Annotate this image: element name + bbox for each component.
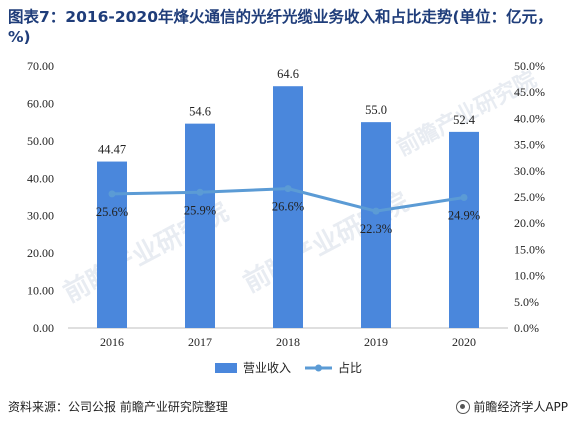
right-y-tick-label: 0.0% (514, 321, 539, 335)
x-tick-label: 2017 (188, 335, 212, 349)
bar-value-label: 64.6 (277, 67, 299, 81)
x-tick-label: 2018 (276, 335, 300, 349)
bar (273, 86, 303, 328)
legend-line-marker (315, 364, 322, 372)
line-series: 25.6% 25.9% 26.6% 22.3% 24.9% (96, 185, 480, 236)
bar (449, 131, 479, 328)
left-y-tick-label: 60.00 (27, 96, 54, 110)
line-value-label: 24.9% (448, 209, 480, 223)
line-value-label: 26.6% (272, 200, 304, 214)
brand-text: 前瞻经济学人APP (473, 400, 568, 414)
chart-title: 图表7：2016-2020年烽火通信的光纤光缆业务收入和占比走势(单位：亿元，%… (8, 8, 553, 46)
x-axis-ticks: 2016 2017 2018 2019 2020 (100, 335, 476, 349)
bar-value-label: 44.47 (98, 143, 126, 157)
right-y-tick-label: 10.0% (514, 269, 545, 283)
right-y-tick-label: 15.0% (514, 242, 545, 256)
x-tick-label: 2020 (452, 335, 476, 349)
left-y-tick-label: 70.00 (27, 59, 54, 73)
line-point (196, 188, 204, 196)
left-y-tick-label: 0.00 (33, 321, 54, 335)
right-y-tick-label: 35.0% (514, 138, 545, 152)
legend-bar-swatch (215, 363, 237, 373)
line-point (284, 185, 292, 193)
line-value-label: 25.9% (184, 203, 216, 217)
line-value-label: 22.3% (360, 222, 392, 236)
right-y-tick-label: 5.0% (514, 295, 539, 309)
right-y-tick-label: 25.0% (514, 190, 545, 204)
bar (361, 122, 391, 329)
legend-line-label: 占比 (338, 360, 362, 375)
source-note: 资料来源：公司公报 前瞻产业研究院整理 (8, 400, 228, 414)
x-tick-label: 2019 (364, 335, 388, 349)
legend-bar-label: 营业收入 (243, 361, 291, 375)
bar (185, 123, 215, 328)
x-tick-label: 2016 (100, 335, 124, 349)
bar-value-label: 54.6 (189, 105, 211, 119)
left-y-tick-label: 40.00 (27, 171, 54, 185)
line-point (108, 190, 116, 198)
left-y-tick-label: 20.00 (27, 246, 54, 260)
right-y-tick-label: 20.0% (514, 216, 545, 230)
left-y-tick-label: 10.00 (27, 284, 54, 298)
line-point (460, 194, 468, 202)
brand-logo-icon (456, 399, 471, 414)
line-point (372, 207, 380, 215)
right-y-tick-label: 40.0% (514, 111, 545, 125)
legend: 营业收入 占比 (215, 360, 362, 375)
bar-value-label: 52.4 (453, 113, 476, 127)
right-y-axis: 0.0% 5.0% 10.0% 15.0% 20.0% 25.0% 30.0% 35.0% 40… (514, 59, 545, 335)
bar-series: 44.47 54.6 64.6 55.0 52.4 (97, 67, 479, 329)
right-y-tick-label: 30.0% (514, 164, 545, 178)
left-y-tick-label: 50.00 (27, 134, 54, 148)
bar (97, 161, 127, 328)
line-value-label: 25.6% (96, 205, 128, 219)
right-y-tick-label: 45.0% (514, 85, 545, 99)
brand-credit: 前瞻经济学人APP (456, 398, 568, 415)
right-y-tick-label: 50.0% (514, 59, 545, 73)
left-y-axis: 0.00 10.00 20.00 30.00 40.00 50.00 60.00 70.00 (27, 59, 54, 335)
bar-value-label: 55.0 (365, 103, 387, 117)
left-y-tick-label: 30.00 (27, 209, 54, 223)
